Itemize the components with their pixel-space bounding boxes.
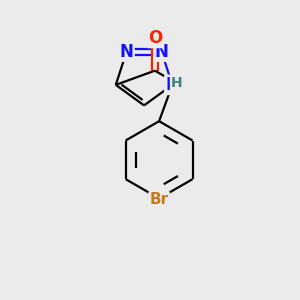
Text: N: N [165,76,179,94]
Text: N: N [154,43,169,61]
Text: H: H [171,76,183,90]
Text: N: N [120,43,134,61]
Text: Br: Br [149,193,169,208]
Text: O: O [148,29,162,47]
